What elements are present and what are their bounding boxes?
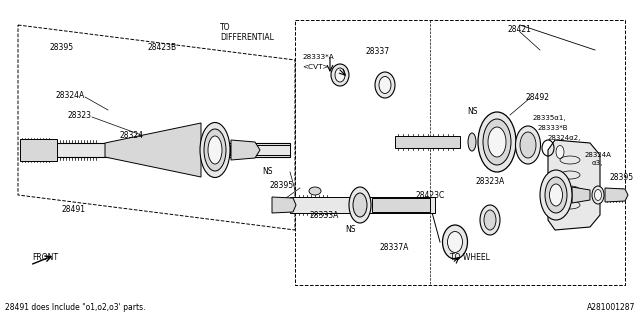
Polygon shape	[230, 145, 290, 155]
Ellipse shape	[550, 184, 563, 206]
Text: TO: TO	[220, 23, 230, 33]
Ellipse shape	[468, 133, 476, 151]
Text: 28324A: 28324A	[585, 152, 612, 158]
Text: 28491 does Include "o1,o2,o3' parts.: 28491 does Include "o1,o2,o3' parts.	[5, 303, 145, 312]
Polygon shape	[290, 197, 435, 213]
Ellipse shape	[595, 189, 602, 201]
Text: NS: NS	[262, 167, 273, 177]
Ellipse shape	[483, 119, 511, 165]
Text: 28333A: 28333A	[310, 211, 339, 220]
Ellipse shape	[515, 126, 541, 164]
Text: 28395: 28395	[610, 173, 634, 182]
Ellipse shape	[375, 72, 395, 98]
Ellipse shape	[592, 186, 604, 204]
Ellipse shape	[480, 205, 500, 235]
Polygon shape	[55, 143, 290, 157]
Polygon shape	[548, 140, 600, 230]
Text: 28335α1,: 28335α1,	[533, 115, 566, 121]
Ellipse shape	[200, 123, 230, 178]
Polygon shape	[20, 139, 57, 161]
Ellipse shape	[520, 132, 536, 158]
Text: 28323A: 28323A	[475, 178, 504, 187]
Text: 28395: 28395	[50, 44, 74, 52]
Ellipse shape	[309, 187, 321, 195]
Text: 28324: 28324	[120, 131, 144, 140]
Ellipse shape	[180, 141, 192, 169]
Text: 28323: 28323	[68, 110, 92, 119]
Ellipse shape	[484, 210, 496, 230]
Ellipse shape	[478, 112, 516, 172]
Text: FRONT: FRONT	[32, 253, 58, 262]
Text: TO WHEEL: TO WHEEL	[450, 253, 490, 262]
Ellipse shape	[556, 146, 564, 158]
Ellipse shape	[353, 193, 367, 217]
Text: 28421: 28421	[508, 26, 532, 35]
Polygon shape	[231, 140, 260, 160]
Ellipse shape	[553, 142, 567, 162]
Polygon shape	[105, 123, 201, 177]
Ellipse shape	[442, 225, 467, 259]
Text: α3,: α3,	[592, 160, 604, 166]
Polygon shape	[372, 198, 430, 212]
Ellipse shape	[540, 170, 572, 220]
Ellipse shape	[545, 177, 567, 213]
Ellipse shape	[335, 68, 345, 82]
Text: 28337: 28337	[365, 47, 389, 57]
Polygon shape	[395, 136, 460, 148]
Text: <CVT>: <CVT>	[302, 64, 328, 70]
Text: 28491: 28491	[62, 205, 86, 214]
Polygon shape	[272, 197, 296, 213]
Text: 28333*B: 28333*B	[538, 125, 568, 131]
Ellipse shape	[204, 129, 226, 171]
Text: 28395: 28395	[270, 180, 294, 189]
Text: 28423B: 28423B	[148, 44, 177, 52]
Ellipse shape	[349, 187, 371, 223]
Text: DIFFERENTIAL: DIFFERENTIAL	[220, 34, 274, 43]
Text: 28333*A: 28333*A	[302, 54, 333, 60]
Ellipse shape	[331, 64, 349, 86]
Text: 28324α2,: 28324α2,	[548, 135, 581, 141]
Text: 28423C: 28423C	[415, 190, 444, 199]
Text: A281001287: A281001287	[587, 303, 635, 312]
Polygon shape	[572, 187, 590, 203]
Text: NS: NS	[467, 108, 477, 116]
Ellipse shape	[488, 127, 506, 157]
Ellipse shape	[379, 76, 391, 93]
Ellipse shape	[447, 231, 463, 252]
Text: 28324A: 28324A	[55, 91, 84, 100]
Text: 28492: 28492	[525, 93, 549, 102]
Text: 28337A: 28337A	[380, 244, 410, 252]
Polygon shape	[605, 188, 628, 202]
Text: NS: NS	[345, 226, 355, 235]
Ellipse shape	[208, 136, 222, 164]
